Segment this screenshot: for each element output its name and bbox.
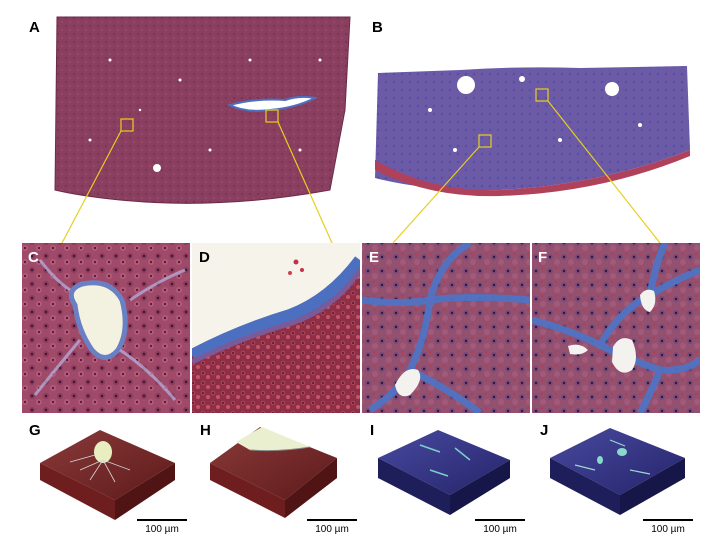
panel-label-e: E [369,249,380,266]
scale-bar-label: 100 µm [483,524,517,535]
panel-h-volume [210,427,337,518]
scale-bar-line [475,519,525,521]
scale-bar-label: 100 µm [315,524,349,535]
panel-e-micrograph [362,243,530,413]
panel-label-b: B [372,19,383,36]
panel-g-volume [40,430,175,520]
scale-bar-line [643,519,693,521]
scale-bar-i: 100 µm [475,519,525,541]
panel-b-section [375,66,690,197]
panel-label-h: H [200,422,211,439]
panel-d-micrograph [192,243,360,413]
panel-label-g: G [29,422,41,439]
scale-bar-g: 100 µm [137,519,187,541]
scale-bar-label: 100 µm [651,524,685,535]
panel-label-f: F [538,249,548,266]
panel-label-d: D [199,249,210,266]
scale-bar-h: 100 µm [307,519,357,541]
scale-bar-line [137,519,187,521]
scale-bar-label: 100 µm [145,524,179,535]
panel-j-volume [550,428,685,515]
scale-bar-j: 100 µm [643,519,693,541]
panel-c-micrograph [22,243,190,413]
panel-i-volume [378,430,510,515]
zoom-connectors [61,100,661,244]
panel-label-i: I [370,422,375,439]
panel-label-a: A [29,19,40,36]
panel-label-j: J [540,422,549,439]
panel-a-section [54,16,351,204]
panel-f-micrograph [532,243,700,413]
panel-label-c: C [28,249,39,266]
scale-bar-line [307,519,357,521]
